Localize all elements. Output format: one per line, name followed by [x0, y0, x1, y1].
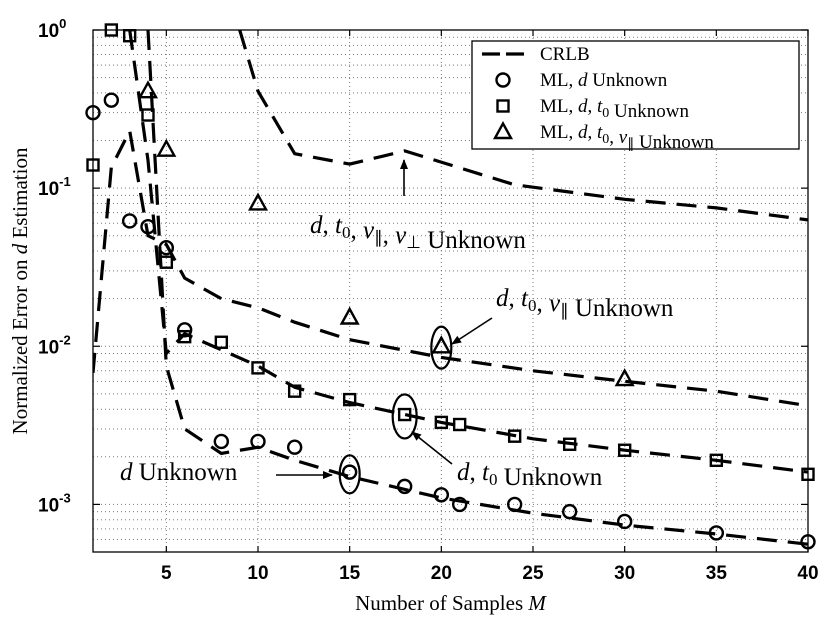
circle-marker: [176, 322, 193, 338]
highlight-ellipse: [338, 454, 361, 495]
y-tick-label: 10-3: [38, 490, 71, 516]
annotation-arrow: [411, 431, 453, 465]
legend-label: ML, d Unknown: [540, 70, 668, 91]
square-marker: [342, 392, 357, 407]
circle-marker: [140, 219, 156, 235]
circle-marker: [433, 487, 450, 503]
legend-label: CRLB: [540, 44, 590, 65]
axes: 5 10 15 20 25 30 35 40 100 10-1 10-2 10-3 Number of …: [8, 16, 819, 615]
annotation-label: d, t0, v∥, v⊥ Unknown: [310, 212, 526, 254]
square-marker: [159, 255, 174, 269]
x-tick-label: 35: [706, 563, 728, 584]
crlb-line: [146, 30, 808, 546]
circle-marker: [616, 513, 633, 530]
circle-marker: [121, 213, 138, 229]
annotations: d, t0, v∥, v⊥ Unknown d, t0, v∥ Unknown d,…: [120, 159, 674, 495]
triangle-marker: [431, 335, 452, 354]
grid-lines: [93, 30, 808, 552]
legend-circle-sample: [495, 72, 511, 88]
square-marker: [507, 429, 522, 443]
legend-box: [471, 40, 800, 150]
highlight-ellipse: [430, 325, 453, 370]
square-marker: [562, 437, 577, 451]
triangle-marker: [247, 192, 269, 211]
circle-marker: [250, 433, 266, 450]
triangle-marker: [137, 80, 159, 99]
legend-label: ML, d, t0 Unknown: [540, 96, 689, 122]
triangle-marker: [339, 306, 360, 325]
y-tick-label: 100: [38, 16, 66, 42]
circle-marker: [451, 496, 468, 513]
square-marker: [709, 453, 724, 468]
circle-marker: [708, 525, 725, 541]
x-tick-label: 5: [161, 563, 172, 584]
x-tick-label: 25: [522, 563, 544, 584]
circle-marker: [286, 439, 303, 455]
legend-triangle-sample: [492, 121, 514, 140]
highlight-ellipse: [391, 393, 418, 440]
triangle-marker: [156, 138, 177, 157]
square-marker: [214, 335, 229, 349]
x-tick-label: 20: [431, 563, 452, 584]
annotation-label: d, t0, v∥ Unknown: [496, 285, 674, 322]
square-marker: [617, 443, 632, 457]
square-marker: [177, 329, 192, 344]
triangle-marker: [614, 368, 635, 387]
square-marker: [287, 384, 302, 398]
circle-marker: [213, 433, 230, 450]
crlb-line: [93, 125, 808, 408]
annotation-label: d, t0 Unknown: [457, 459, 603, 491]
y-axis-label: Normalized Error on d Estimation: [8, 147, 32, 434]
square-marker: [141, 108, 155, 122]
x-tick-label: 40: [797, 563, 818, 584]
y-tick-label: 10-1: [38, 174, 71, 200]
data-series: [93, 30, 808, 546]
annotation-arrow: [451, 317, 493, 345]
square-marker: [251, 361, 265, 375]
square-marker: [434, 415, 449, 430]
data-markers: [85, 23, 816, 550]
y-tick-label: 10-2: [38, 332, 71, 358]
annotation-label: d Unknown: [120, 459, 238, 486]
legend-square-sample: [496, 99, 510, 113]
crlb-line: [238, 30, 808, 222]
circle-marker: [396, 478, 413, 495]
circle-marker: [506, 496, 523, 513]
square-marker: [452, 417, 467, 432]
circle-marker: [561, 503, 578, 520]
square-marker: [397, 407, 412, 422]
legend-label: ML, d, t0, v∥ Unknown: [540, 122, 714, 153]
x-axis-label: Number of Samples M: [355, 591, 547, 615]
circle-marker: [158, 240, 175, 256]
x-tick-label: 15: [339, 563, 361, 584]
plot-frame: [92, 29, 809, 553]
x-tick-label: 10: [247, 563, 268, 584]
circle-marker: [103, 92, 120, 108]
x-tick-label: 30: [614, 563, 635, 584]
circle-marker: [341, 464, 358, 480]
